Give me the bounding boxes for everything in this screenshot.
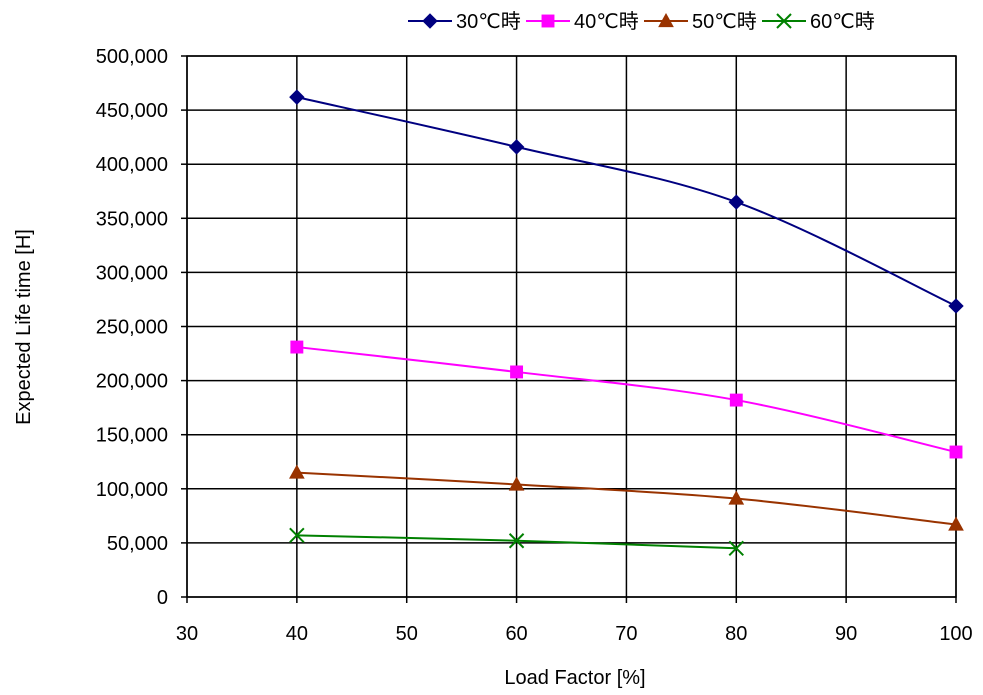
legend-label: 40℃時 <box>574 10 639 33</box>
marker-diamond <box>948 298 964 314</box>
legend-item-2: 40℃時 <box>526 10 639 33</box>
y-tick-label: 350,000 <box>96 208 168 230</box>
x-tick-label: 60 <box>505 623 527 645</box>
x-tick-label: 90 <box>835 623 857 645</box>
legend: 30℃時 40℃時 50℃時 60℃時 <box>408 10 875 33</box>
x-tick-label: 100 <box>939 623 972 645</box>
marker-triangle <box>508 476 525 491</box>
series-1 <box>289 89 964 314</box>
y-tick-label: 250,000 <box>96 317 168 339</box>
marker-x <box>728 540 744 557</box>
x-tick-label: 50 <box>396 623 418 645</box>
series-2 <box>290 340 963 459</box>
x-tick-label: 80 <box>725 623 747 645</box>
marker-square <box>729 393 743 407</box>
axes: 0 50,000 100,000 150,000 200,000 250,000 300,0… <box>96 46 973 645</box>
series-line <box>296 346 957 453</box>
marker-triangle <box>658 12 674 28</box>
grid <box>186 55 957 598</box>
legend-label: 30℃時 <box>456 10 521 33</box>
marker-square <box>290 340 304 354</box>
marker-diamond <box>289 89 305 105</box>
marker-x-stroke <box>508 533 525 549</box>
marker-x <box>776 13 792 29</box>
legend-item-1: 30℃時 <box>408 10 521 33</box>
legend-item-4: 60℃時 <box>762 10 875 33</box>
x-tick-label: 30 <box>176 623 198 645</box>
legend-item-3: 50℃時 <box>644 10 757 33</box>
y-tick-label: 150,000 <box>96 425 168 447</box>
y-tick-label: 500,000 <box>96 46 168 68</box>
y-tick-label: 100,000 <box>96 479 168 501</box>
x-tick-label: 70 <box>615 623 637 645</box>
marker-diamond <box>422 13 438 29</box>
marker-triangle <box>728 490 745 505</box>
x-tick-label: 40 <box>286 623 308 645</box>
marker-x-stroke <box>776 13 792 29</box>
series-line <box>296 471 957 526</box>
series-3 <box>289 464 964 531</box>
marker-square <box>949 445 963 459</box>
marker-triangle <box>289 464 305 479</box>
marker-x <box>289 527 305 544</box>
series-line <box>296 96 957 307</box>
marker-square <box>541 14 555 28</box>
y-tick-label: 450,000 <box>96 100 168 122</box>
y-tick-label: 400,000 <box>96 154 168 176</box>
x-axis-title: Load Factor [%] <box>504 667 645 689</box>
marker-diamond <box>728 194 744 210</box>
legend-label: 60℃時 <box>810 10 875 33</box>
y-tick-label: 0 <box>157 587 168 609</box>
series-layer <box>289 89 964 557</box>
plot-frame <box>186 55 957 598</box>
marker-x <box>508 533 525 549</box>
y-axis-title: Expected Life time [H] <box>13 229 35 425</box>
legend-label: 50℃時 <box>692 10 757 33</box>
marker-x-stroke <box>728 540 744 557</box>
y-tick-label: 50,000 <box>107 533 168 555</box>
marker-x-stroke <box>289 527 305 544</box>
marker-square <box>510 365 524 379</box>
y-tick-label: 300,000 <box>96 262 168 284</box>
marker-diamond <box>508 139 525 155</box>
y-tick-label: 200,000 <box>96 371 168 393</box>
series-4 <box>289 527 744 557</box>
marker-triangle <box>948 516 964 531</box>
